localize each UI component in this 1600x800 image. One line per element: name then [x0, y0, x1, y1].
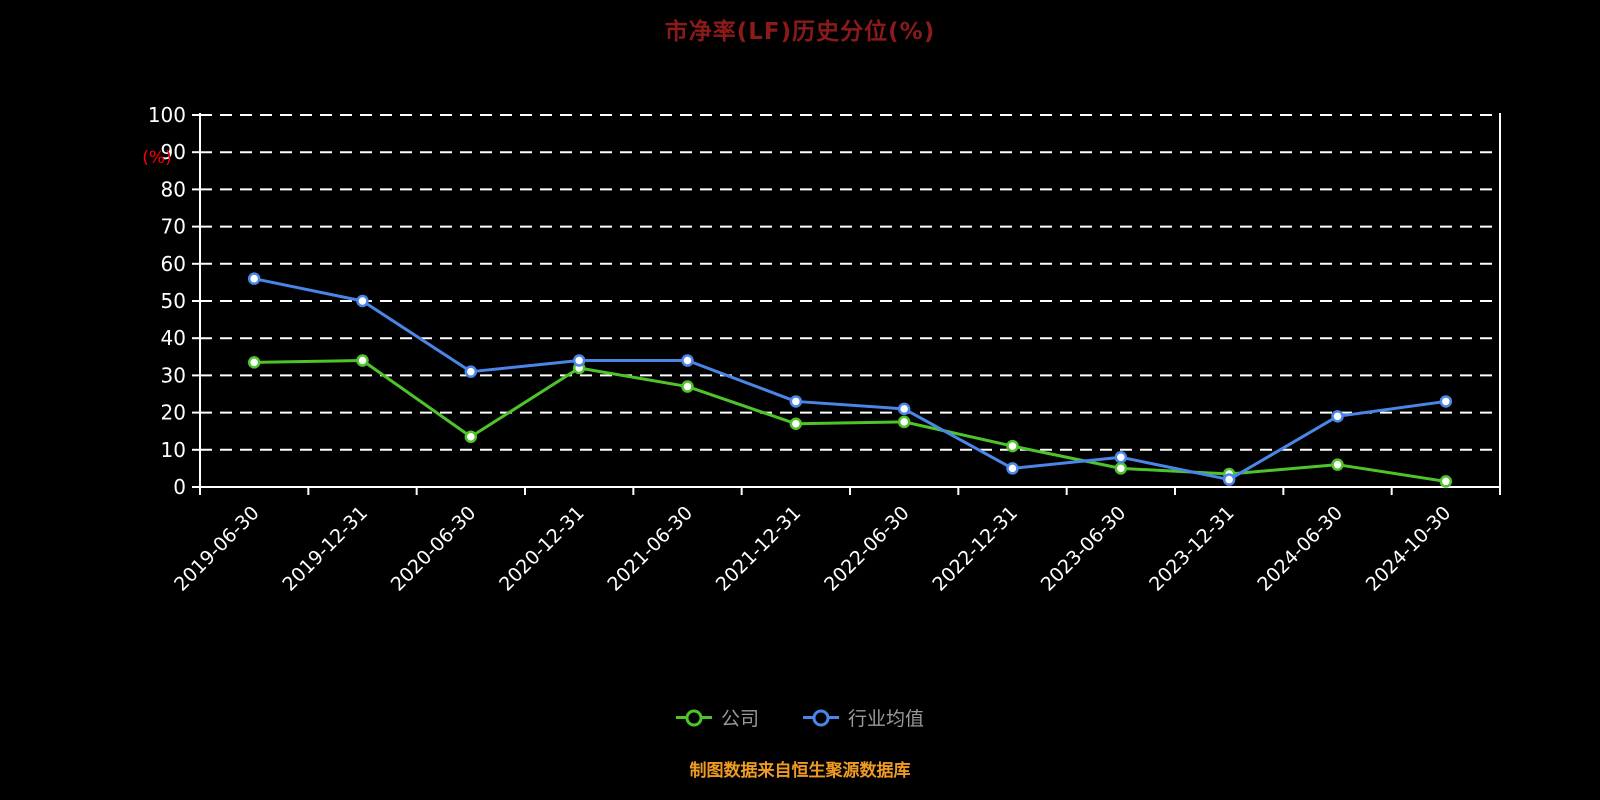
- svg-text:2021-06-30: 2021-06-30: [603, 502, 697, 596]
- chart-title: 市净率(LF)历史分位(%): [664, 19, 936, 45]
- svg-text:2024-10-30: 2024-10-30: [1362, 502, 1456, 596]
- legend-item-company[interactable]: 公司: [675, 704, 759, 731]
- legend-label-company: 公司: [720, 708, 759, 730]
- svg-text:10: 10: [161, 438, 186, 462]
- legend: 公司 行业均值: [0, 704, 1600, 731]
- svg-text:2020-06-30: 2020-06-30: [387, 502, 481, 596]
- svg-text:50: 50: [161, 289, 186, 313]
- svg-text:2024-06-30: 2024-06-30: [1253, 502, 1347, 596]
- svg-text:40: 40: [161, 326, 186, 350]
- svg-text:20: 20: [161, 401, 186, 425]
- svg-text:30: 30: [161, 363, 186, 387]
- svg-text:100: 100: [148, 103, 186, 127]
- svg-text:80: 80: [161, 177, 186, 201]
- svg-text:2019-12-31: 2019-12-31: [278, 502, 372, 596]
- svg-text:0: 0: [173, 475, 186, 499]
- svg-text:70: 70: [161, 215, 186, 239]
- line-circle-marker-icon: [803, 709, 839, 726]
- svg-text:2022-06-30: 2022-06-30: [820, 502, 914, 596]
- legend-item-industry-average[interactable]: 行业均值: [803, 704, 924, 731]
- svg-text:2023-06-30: 2023-06-30: [1037, 502, 1131, 596]
- svg-text:2023-12-31: 2023-12-31: [1145, 502, 1239, 596]
- svg-text:(%): (%): [142, 148, 171, 168]
- svg-text:2022-12-31: 2022-12-31: [928, 502, 1022, 596]
- svg-text:2020-12-31: 2020-12-31: [495, 502, 589, 596]
- data-source-note: 制图数据来自恒生聚源数据库: [689, 761, 911, 781]
- svg-text:90: 90: [161, 140, 186, 164]
- svg-text:2021-12-31: 2021-12-31: [712, 502, 806, 596]
- svg-text:60: 60: [161, 252, 186, 276]
- legend-label-industry-average: 行业均值: [848, 708, 925, 730]
- line-circle-marker-icon: [675, 709, 712, 726]
- svg-text:2019-06-30: 2019-06-30: [170, 502, 264, 596]
